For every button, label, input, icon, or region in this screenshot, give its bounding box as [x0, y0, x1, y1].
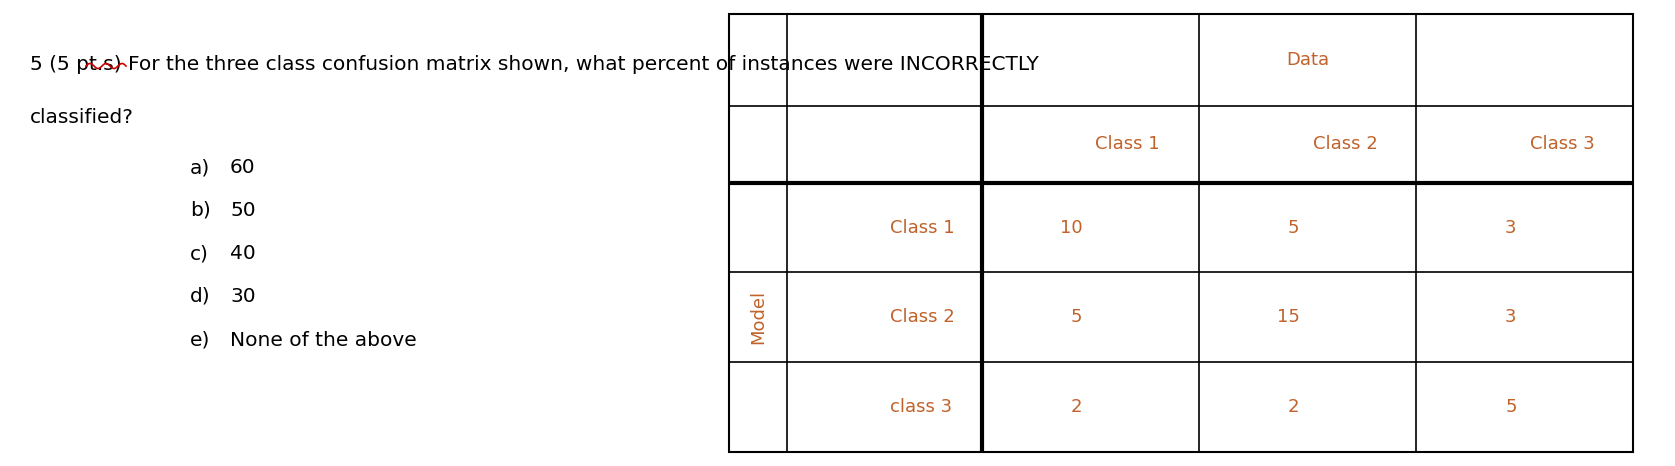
- Text: Class 3: Class 3: [1529, 135, 1595, 153]
- Text: Model: Model: [749, 290, 767, 344]
- Text: 5: 5: [1288, 219, 1300, 237]
- Text: 3: 3: [1506, 308, 1516, 326]
- Text: 2: 2: [1288, 398, 1300, 416]
- Text: 60: 60: [229, 158, 256, 177]
- Text: 3: 3: [1506, 219, 1516, 237]
- Bar: [729, 14, 1633, 452]
- Text: 5: 5: [1070, 308, 1082, 326]
- Text: d): d): [189, 287, 211, 306]
- Text: 5: 5: [1506, 398, 1516, 416]
- Text: c): c): [189, 244, 209, 263]
- Text: 50: 50: [229, 201, 256, 220]
- Text: Data: Data: [1286, 51, 1328, 69]
- Text: 40: 40: [229, 244, 256, 263]
- Text: None of the above: None of the above: [229, 331, 417, 350]
- Text: 10: 10: [1060, 219, 1082, 237]
- Text: class 3: class 3: [889, 398, 951, 416]
- Text: 15: 15: [1276, 308, 1300, 326]
- Text: e): e): [189, 331, 211, 350]
- Text: Class 2: Class 2: [889, 308, 955, 326]
- Text: 30: 30: [229, 287, 256, 306]
- Text: classified?: classified?: [30, 108, 134, 127]
- Text: Class 1: Class 1: [889, 219, 955, 237]
- Text: Class 1: Class 1: [1095, 135, 1161, 153]
- Text: 5 (5 pt.s) For the three class confusion matrix shown, what percent of instances: 5 (5 pt.s) For the three class confusion…: [30, 55, 1038, 74]
- Text: Class 2: Class 2: [1313, 135, 1377, 153]
- Text: 2: 2: [1070, 398, 1082, 416]
- Text: a): a): [189, 158, 211, 177]
- Text: b): b): [189, 201, 211, 220]
